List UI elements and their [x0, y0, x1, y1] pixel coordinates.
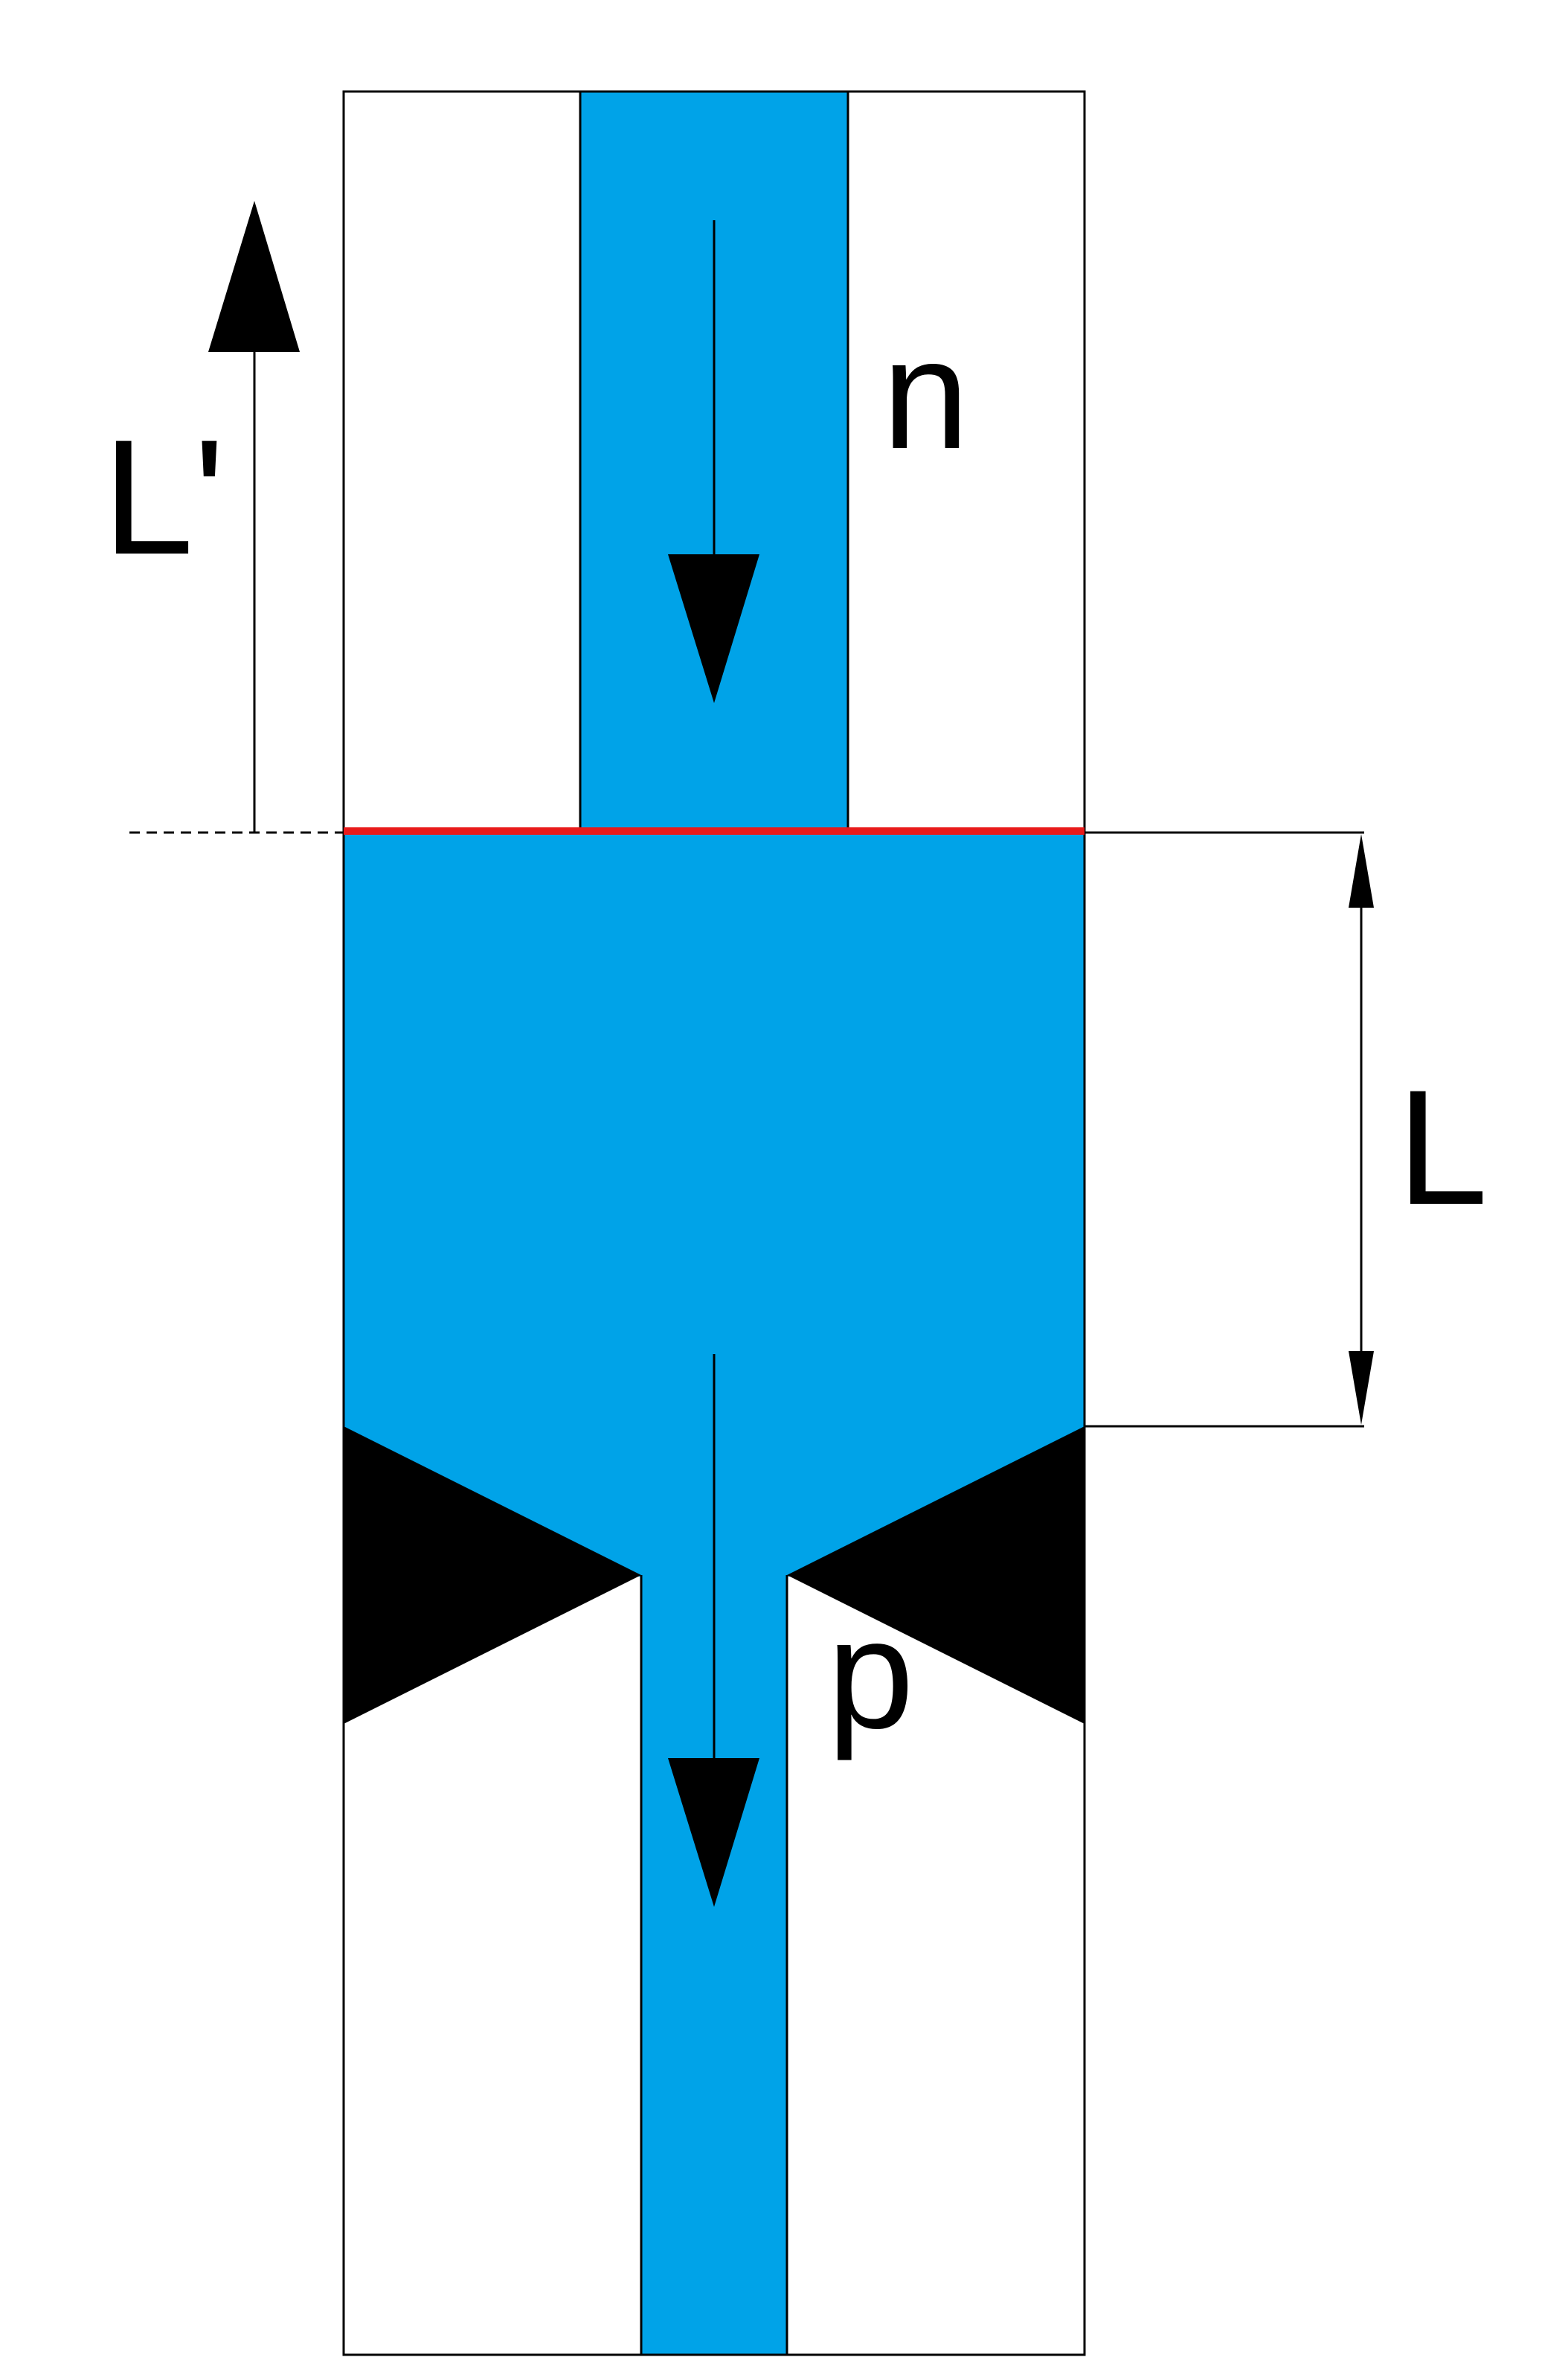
outer-tube-border	[342, 90, 1086, 2356]
right-dimension-top-arrowhead	[1349, 834, 1374, 908]
bottom-flow-arrowhead	[668, 1758, 759, 1907]
left-length-arrowhead	[208, 201, 300, 352]
bottom-flow-label: p	[827, 1586, 914, 1761]
top-flow-label: n	[882, 307, 969, 481]
left-length-label: L'	[103, 405, 225, 589]
right-dimension-bottom-arrowhead	[1349, 1351, 1374, 1425]
right-constriction-wedge	[787, 1426, 1085, 1724]
top-flow-arrowhead	[668, 554, 759, 703]
left-constriction-wedge	[344, 1426, 641, 1724]
right-length-label: L	[1397, 1056, 1488, 1239]
